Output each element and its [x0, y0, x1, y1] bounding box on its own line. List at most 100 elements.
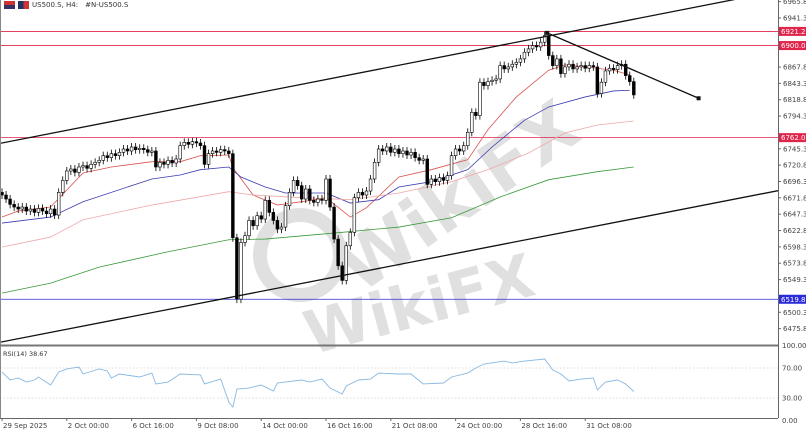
rsi-axis-label: 30.00: [782, 395, 802, 403]
bearish-candle-body: [73, 168, 77, 173]
bullish-candle-body: [20, 206, 24, 210]
candle: [85, 161, 89, 173]
bearish-candle-body: [4, 194, 8, 200]
candle: [441, 173, 446, 185]
bearish-candle-body: [186, 142, 190, 145]
candle: [356, 188, 361, 202]
candle: [227, 146, 231, 158]
bearish-candle-body: [441, 177, 446, 181]
bullish-candle-body: [178, 145, 182, 160]
bullish-candle-body: [138, 148, 142, 150]
bearish-candle-body: [267, 200, 271, 213]
time-axis-label: 29 Sep 2025: [3, 422, 47, 430]
bullish-candle-body: [449, 155, 454, 176]
candle: [170, 156, 174, 168]
price-axis-label: 6867.8: [783, 64, 806, 72]
bullish-candle-body: [607, 67, 612, 72]
bullish-candle-body: [61, 180, 65, 193]
bearish-candle-body: [8, 198, 12, 205]
candle: [352, 193, 357, 237]
candle: [409, 148, 413, 160]
candle: [105, 151, 110, 162]
bullish-candle-body: [247, 220, 251, 237]
bullish-candle-body: [542, 35, 547, 43]
bearish-candle-body: [595, 66, 600, 94]
price-axis-label: 6475.8: [783, 325, 806, 333]
bullish-candle-body: [437, 177, 442, 182]
bullish-candle-body: [368, 178, 373, 192]
bearish-candle-body: [320, 198, 324, 201]
price-axis-label: 6573.8: [783, 260, 806, 268]
bearish-candle-body: [251, 220, 255, 227]
candle: [239, 238, 243, 304]
bullish-candle-body: [364, 190, 369, 196]
candle: [555, 54, 559, 70]
time-axis-label: 24 Oct 00:00: [457, 422, 503, 430]
candle: [24, 203, 28, 216]
candle: [567, 60, 571, 71]
bullish-candle-body: [65, 170, 69, 181]
candle: [486, 77, 490, 90]
price-axis-label: 6671.8: [783, 194, 806, 202]
candle: [186, 138, 190, 149]
bullish-candle-body: [587, 65, 591, 69]
bullish-candle-body: [210, 150, 215, 154]
candle: [360, 188, 365, 200]
bearish-candle-body: [12, 204, 16, 208]
bullish-candle-body: [174, 158, 178, 164]
bearish-candle-body: [559, 58, 563, 74]
trendline-handle[interactable]: [545, 30, 550, 35]
candle: [579, 61, 583, 71]
bullish-candle-body: [101, 155, 105, 161]
resistance-trendline[interactable]: [546, 32, 699, 99]
candle: [142, 144, 146, 154]
candle: [344, 241, 348, 285]
time-axis-label: 14 Oct 00:00: [262, 422, 308, 430]
moving-average-line: [1, 89, 630, 224]
bullish-candle-body: [239, 242, 243, 300]
candle: [563, 62, 567, 78]
upper-channel-trendline[interactable]: [0, 0, 800, 145]
candle: [20, 203, 24, 214]
bearish-candle-body: [202, 145, 207, 165]
bearish-candle-body: [0, 192, 4, 196]
bearish-candle-body: [413, 152, 417, 158]
bullish-candle-body: [453, 148, 458, 156]
bearish-candle-body: [474, 111, 478, 116]
bearish-candle-body: [214, 150, 219, 153]
bullish-candle-body: [344, 245, 348, 281]
flag-icon: [4, 1, 15, 9]
bearish-candle-body: [551, 55, 555, 66]
time-axis-label: 31 Oct 08:00: [586, 422, 632, 430]
candle: [534, 41, 539, 51]
candle: [482, 78, 486, 90]
lower-channel-trendline[interactable]: [0, 186, 800, 344]
bullish-candle-body: [490, 79, 494, 82]
bearish-candle-body: [259, 215, 263, 220]
candle: [583, 61, 587, 73]
candle: [336, 235, 340, 270]
bullish-candle-body: [376, 148, 381, 163]
time-axis-label: 28 Oct 16:00: [521, 422, 567, 430]
bearish-candle-body: [628, 75, 632, 82]
candle: [162, 158, 166, 169]
bullish-candle-body: [283, 205, 288, 228]
price-level-label: 6900.0: [781, 42, 806, 50]
bullish-candle-body: [117, 152, 122, 156]
wikifx-watermark: WikiFX WikiFX: [253, 85, 594, 369]
candle: [571, 60, 575, 73]
candle: [40, 204, 45, 216]
candle: [522, 48, 527, 63]
candle: [255, 211, 259, 230]
candle: [287, 188, 292, 210]
candle: [291, 176, 296, 197]
candle: [429, 175, 433, 189]
candle: [494, 74, 498, 85]
candle: [461, 141, 466, 155]
candle: [421, 154, 425, 165]
price-axis-label: 6745.3: [783, 145, 806, 153]
trendline-handle[interactable]: [696, 96, 701, 101]
bearish-candle-body: [271, 212, 276, 221]
candle: [28, 205, 33, 216]
